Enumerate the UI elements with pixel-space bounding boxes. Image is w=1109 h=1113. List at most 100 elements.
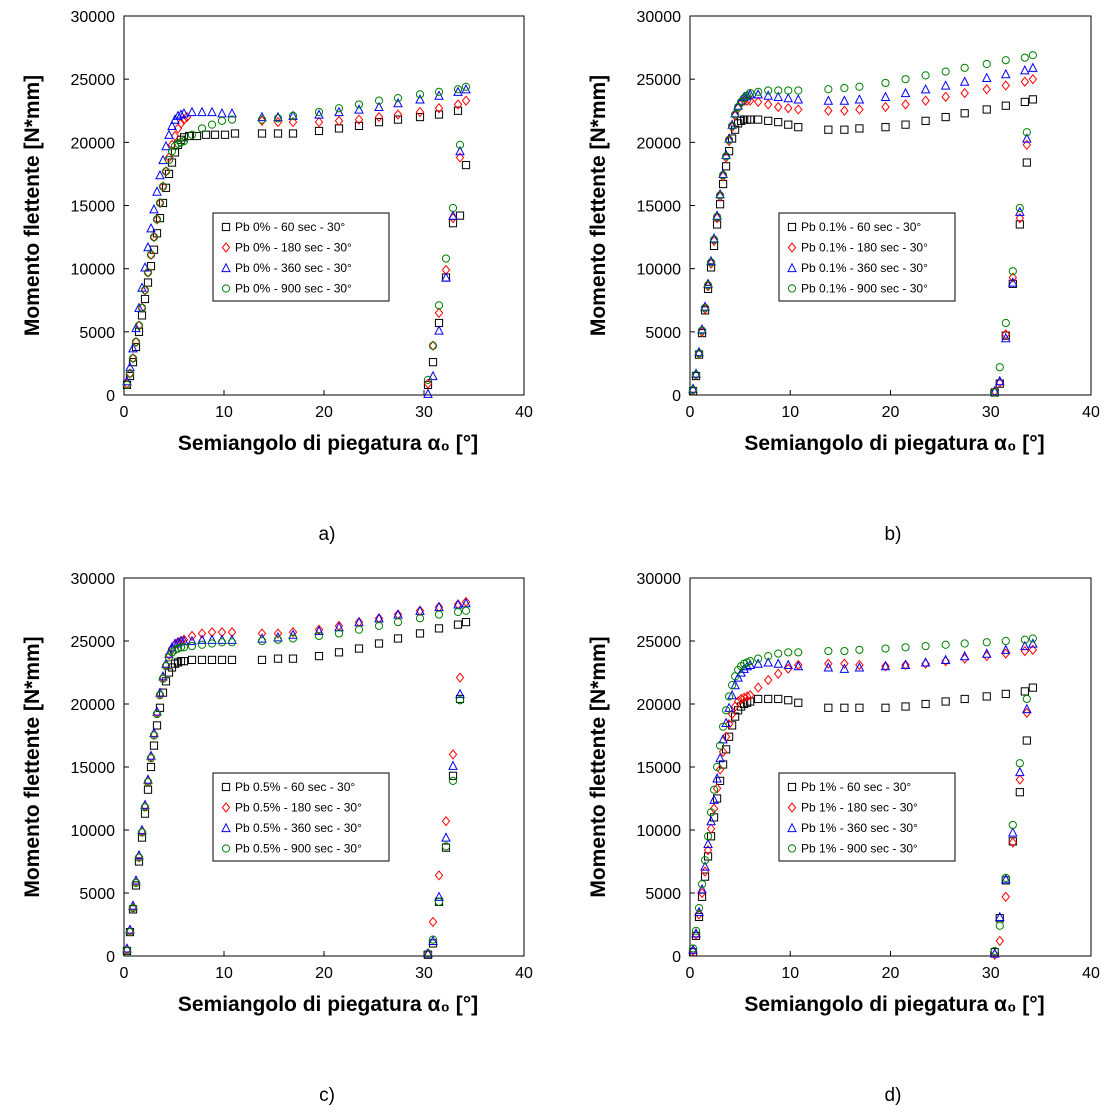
data-point bbox=[982, 105, 991, 114]
data-point bbox=[257, 129, 267, 138]
data-point bbox=[940, 654, 951, 664]
series-triangle bbox=[122, 83, 471, 398]
data-point bbox=[393, 97, 403, 108]
data-point bbox=[197, 655, 207, 664]
data-point bbox=[981, 72, 992, 83]
data-point bbox=[718, 722, 728, 731]
y-tick-label: 10000 bbox=[637, 823, 682, 840]
data-point bbox=[731, 110, 740, 119]
data-point bbox=[839, 663, 850, 673]
data-point bbox=[724, 692, 734, 701]
data-point bbox=[257, 636, 267, 646]
data-point bbox=[314, 107, 324, 117]
data-point bbox=[122, 375, 132, 386]
data-point bbox=[703, 280, 713, 290]
data-point bbox=[122, 946, 132, 956]
data-point bbox=[700, 861, 710, 871]
data-point bbox=[824, 125, 833, 134]
data-point bbox=[733, 672, 743, 682]
data-point bbox=[960, 653, 969, 664]
data-point bbox=[374, 639, 384, 648]
data-point bbox=[824, 658, 833, 669]
data-point bbox=[712, 210, 722, 220]
data-point bbox=[179, 657, 189, 666]
data-point bbox=[1008, 267, 1017, 276]
data-point bbox=[164, 129, 174, 139]
data-point bbox=[428, 340, 438, 351]
data-point bbox=[697, 887, 707, 899]
data-point bbox=[1015, 203, 1024, 213]
data-point bbox=[1001, 873, 1010, 882]
data-point bbox=[149, 232, 159, 242]
data-point bbox=[706, 258, 716, 267]
data-point bbox=[1015, 774, 1025, 785]
data-point bbox=[207, 639, 217, 648]
chart-panel-3: 0 10 20 30 40 0 5000 10000 15000 20000 25000 30000 S… bbox=[21, 571, 533, 1106]
data-point bbox=[794, 698, 803, 707]
data-point bbox=[210, 130, 220, 139]
data-point bbox=[164, 152, 174, 163]
legend: Pb 0.5% - 60 sec - 30° Pb 0.5% - 180 sec … bbox=[212, 772, 390, 862]
data-point bbox=[1022, 158, 1031, 167]
data-point bbox=[688, 944, 698, 953]
data-point bbox=[434, 301, 444, 310]
data-point bbox=[784, 120, 793, 129]
data-point bbox=[709, 803, 719, 814]
data-point bbox=[753, 658, 763, 668]
data-point bbox=[428, 358, 438, 367]
data-point bbox=[448, 749, 458, 760]
data-point bbox=[273, 111, 283, 122]
data-point bbox=[128, 358, 138, 367]
data-point bbox=[960, 63, 969, 72]
x-tick-label: 30 bbox=[415, 404, 433, 421]
plot-area bbox=[689, 15, 1092, 396]
data-point bbox=[455, 672, 465, 683]
data-point bbox=[763, 90, 774, 100]
data-point bbox=[700, 301, 710, 311]
data-point bbox=[434, 610, 444, 619]
data-point bbox=[753, 96, 763, 108]
data-point bbox=[694, 349, 704, 358]
data-point bbox=[703, 838, 713, 848]
data-point bbox=[764, 86, 773, 95]
y-tick-label: 15000 bbox=[71, 760, 116, 777]
data-point bbox=[855, 645, 864, 654]
series-circle bbox=[122, 82, 471, 389]
data-point bbox=[461, 160, 471, 170]
data-point bbox=[824, 85, 833, 94]
data-point bbox=[161, 140, 171, 151]
data-point bbox=[774, 694, 783, 704]
y-tick-label: 5000 bbox=[79, 886, 115, 903]
data-point bbox=[428, 916, 438, 928]
data-point bbox=[453, 106, 463, 115]
data-point bbox=[697, 880, 707, 889]
data-point bbox=[374, 118, 384, 127]
data-point bbox=[428, 341, 438, 350]
y-tick-label: 30000 bbox=[637, 571, 682, 588]
data-point bbox=[161, 662, 171, 671]
data-point bbox=[217, 116, 227, 125]
data-point bbox=[170, 130, 180, 142]
data-point bbox=[453, 607, 463, 617]
data-point bbox=[393, 109, 403, 120]
data-point bbox=[995, 921, 1004, 930]
legend-marker bbox=[787, 822, 797, 833]
data-point bbox=[1001, 56, 1010, 65]
data-point bbox=[941, 112, 950, 122]
data-point bbox=[981, 648, 992, 658]
data-point bbox=[982, 638, 991, 647]
data-point bbox=[125, 369, 135, 378]
data-point bbox=[754, 694, 763, 704]
data-point bbox=[697, 883, 707, 894]
data-point bbox=[724, 135, 734, 144]
data-point bbox=[354, 100, 364, 109]
data-point bbox=[217, 638, 227, 647]
legend-box bbox=[778, 212, 956, 302]
x-tick-label: 30 bbox=[982, 404, 1000, 421]
data-point bbox=[134, 853, 144, 862]
data-point bbox=[703, 284, 713, 293]
data-point bbox=[753, 682, 763, 693]
data-point bbox=[784, 696, 793, 705]
data-point bbox=[140, 294, 150, 304]
data-point bbox=[959, 650, 970, 661]
